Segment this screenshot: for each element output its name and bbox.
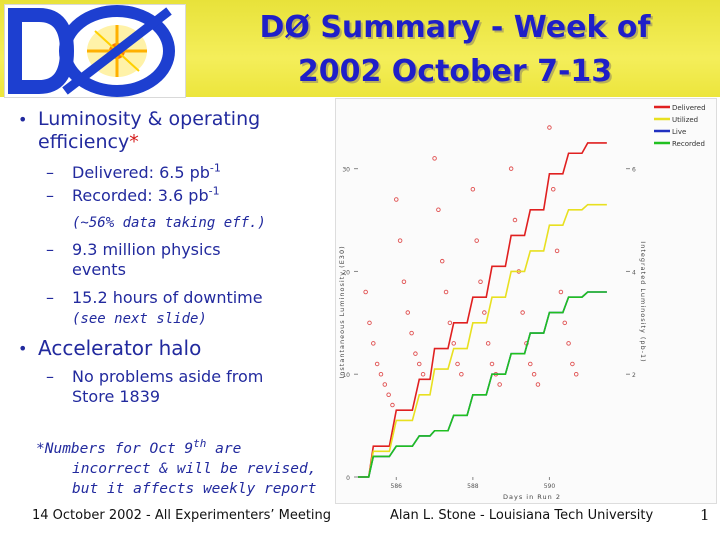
inst-lumi-point: [409, 330, 414, 336]
logo-graphic: [8, 5, 175, 97]
legend-label: Utilized: [672, 116, 698, 124]
bullet-dot-icon: •: [18, 339, 28, 358]
inst-lumi-point: [547, 125, 552, 130]
series-line-delivered: [358, 142, 607, 478]
d0-logo-icon: DØ: [4, 4, 186, 98]
title-line-2: 2002 October 7-13: [297, 54, 613, 89]
inst-lumi-point: [474, 238, 479, 243]
inst-lumi-point: [413, 351, 418, 356]
delivered-text: Delivered: 6.5 pb: [72, 163, 210, 182]
x-tick-label: 588: [467, 483, 479, 490]
inst-lumi-point: [405, 310, 411, 315]
delivered-sup: -1: [209, 161, 221, 175]
footnote: *Numbers for Oct 9th are incorrect & wil…: [36, 437, 326, 499]
title-banner: DØ DØ Summary - Week of 2002 October 7-1…: [0, 0, 720, 98]
x-tick-label: 586: [391, 483, 403, 490]
footnote-sup: th: [193, 437, 207, 451]
inst-lumi-point: [432, 156, 437, 161]
inst-lumi-point: [394, 197, 399, 202]
bullet-list: • Luminosity & operating efficiency* – D…: [0, 100, 335, 510]
inst-lumi-point: [386, 392, 391, 398]
inst-lumi-point: [420, 371, 426, 377]
footnote-line-1-end: are: [206, 441, 242, 457]
inst-lumi-point: [508, 166, 514, 171]
inst-lumi-point: [489, 361, 495, 367]
inst-lumi-point: [482, 310, 487, 315]
inst-lumi-point: [570, 361, 575, 367]
chart-svg: 0 10 20 30 2 4 6 586 588 590 Days in Run 2 Instanta…: [338, 104, 706, 501]
halo-detail-text: No problems aside from Store 1839: [72, 367, 264, 406]
y-left-axis-label: Instantaneous Luminosity (E30): [338, 245, 346, 378]
x-axis-label: Days in Run 2: [503, 493, 561, 501]
y-left-tick-label: 0: [346, 475, 350, 482]
inst-lumi-point: [485, 341, 491, 346]
inst-lumi-point: [378, 371, 384, 377]
inst-lumi-point: [439, 258, 445, 264]
inst-lumi-point: [512, 217, 518, 223]
inst-lumi-point: [562, 320, 567, 326]
inst-lumi-point: [497, 382, 502, 387]
inst-lumi-point: [443, 289, 449, 295]
inst-lumi-point: [451, 341, 456, 346]
inst-lumi-point: [535, 382, 541, 387]
inst-lumi-point: [470, 186, 476, 192]
inst-lumi-point: [374, 361, 380, 367]
inst-lumi-point: [455, 361, 460, 367]
series-line-recorded: [358, 291, 607, 478]
downtime-text: 15.2 hours of downtime: [72, 288, 263, 307]
y-right-axis-label: Integrated Luminosity (pb-1): [639, 241, 647, 362]
y-right-tick-label: 2: [632, 372, 636, 379]
legend-label: Live: [672, 128, 686, 136]
recorded-text: Recorded: 3.6 pb: [72, 186, 209, 205]
halo-text: Accelerator halo: [38, 336, 202, 360]
inst-lumi-point: [554, 248, 560, 254]
footnote-line-2: incorrect & will be revised,: [72, 461, 317, 477]
inst-lumi-point: [558, 289, 564, 295]
inst-lumi-point: [459, 371, 464, 377]
asterisk-marker: *: [129, 131, 139, 153]
footnote-line-1: *Numbers for Oct 9: [36, 441, 194, 457]
y-left-tick-label: 10: [342, 372, 350, 379]
inst-lumi-point: [436, 207, 441, 213]
series-line-utilized: [358, 203, 607, 478]
inst-lumi-point: [363, 289, 368, 295]
y-left-tick-label: 30: [342, 167, 350, 174]
inst-lumi-point: [397, 238, 403, 243]
downtime-note: (see next slide): [72, 311, 207, 327]
y-right-tick-label: 4: [632, 269, 636, 276]
page-number: 1: [700, 506, 710, 524]
footnote-line-3: but it affects weekly report: [72, 481, 317, 497]
bullet-dot-icon: •: [18, 110, 28, 129]
luminosity-text: Luminosity & operating efficiency: [38, 108, 261, 153]
series-line-live: [358, 291, 607, 478]
inst-lumi-point: [367, 320, 372, 326]
footer-meeting: 14 October 2002 - All Experimenters’ Mee…: [32, 508, 332, 523]
legend-label: Delivered: [672, 104, 706, 112]
inst-lumi-point: [371, 341, 376, 346]
inst-lumi-point: [401, 279, 407, 284]
inst-lumi-point: [566, 341, 571, 346]
inst-lumi-point: [520, 310, 525, 315]
footer-author: Alan L. Stone - Louisiana Tech Universit…: [390, 508, 654, 523]
inst-lumi-point: [573, 371, 579, 377]
inst-lumi-point: [528, 361, 533, 367]
recorded-sup: -1: [208, 184, 220, 198]
inst-lumi-point: [390, 402, 395, 408]
legend-label: Recorded: [672, 140, 705, 148]
luminosity-chart: 0 10 20 30 2 4 6 586 588 590 Days in Run 2 Instanta…: [335, 98, 717, 504]
inst-lumi-point: [447, 320, 453, 326]
title-line-1: DØ Summary - Week of: [259, 10, 651, 45]
events-text: 9.3 million physics events: [72, 240, 221, 279]
y-left-tick-label: 20: [342, 269, 350, 276]
inst-lumi-point: [551, 186, 556, 192]
x-tick-label: 590: [544, 483, 556, 490]
inst-lumi-point: [417, 361, 422, 367]
inst-lumi-point: [478, 279, 483, 284]
inst-lumi-point: [382, 382, 388, 387]
y-right-tick-label: 6: [632, 167, 636, 174]
inst-lumi-point: [531, 371, 537, 377]
page-title: DØ Summary - Week of 2002 October 7-13: [190, 6, 720, 94]
efficiency-note: (~56% data taking eff.): [72, 215, 266, 231]
